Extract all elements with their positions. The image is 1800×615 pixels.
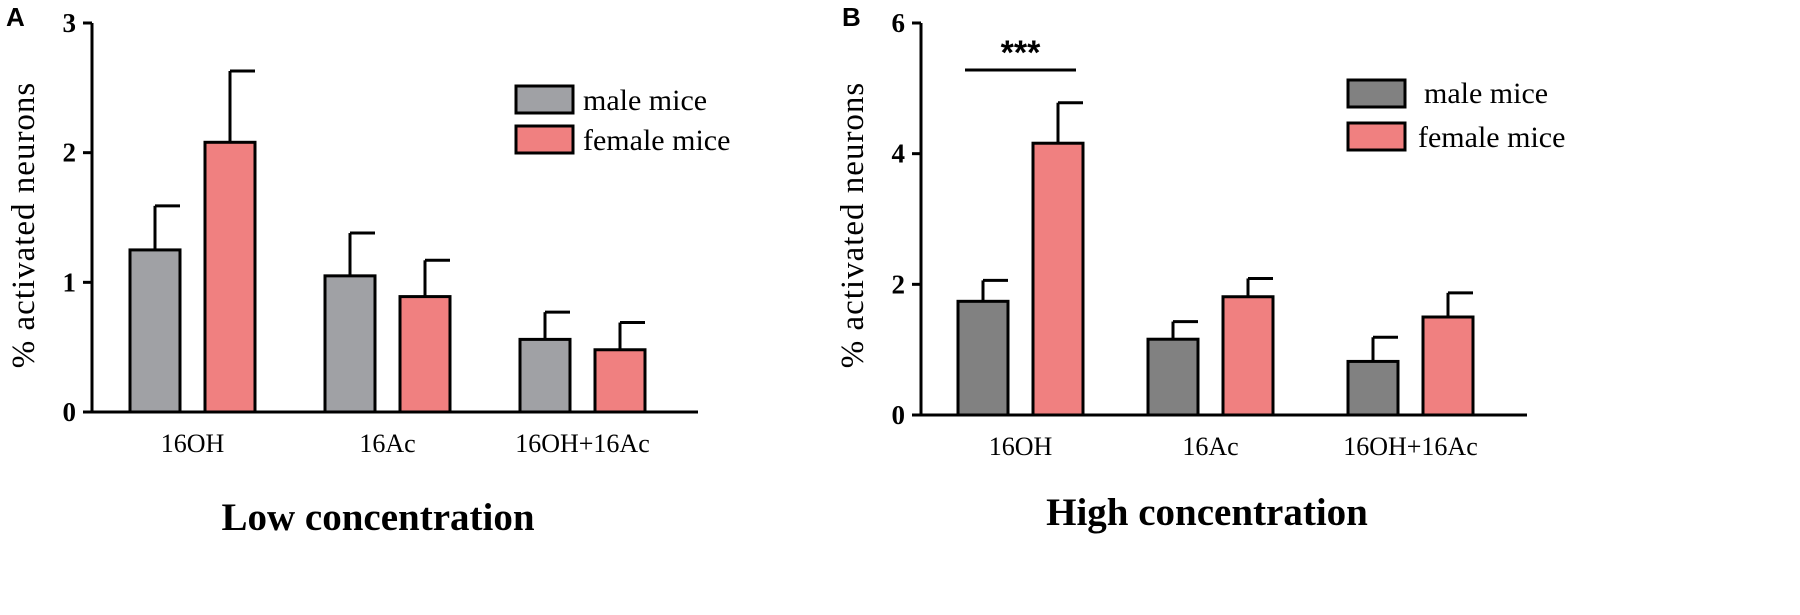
y-tick-label: 3: [63, 8, 77, 38]
legend: male mice female mice: [1346, 77, 1565, 154]
y-tick-label: 0: [63, 397, 77, 427]
bar-female: [203, 140, 257, 414]
bar-female: [1031, 141, 1085, 417]
legend-label-male: male mice: [583, 84, 707, 117]
y-tick-label: 2: [63, 138, 77, 168]
legend-swatch-male: [1346, 78, 1407, 109]
y-tick-label: 6: [892, 8, 906, 38]
bar-male: [518, 337, 572, 414]
bar-male: [956, 299, 1010, 417]
bar-male: [1346, 359, 1400, 417]
y-tick-label: 1: [63, 267, 77, 297]
y-axis-label: % activated neurons: [6, 82, 42, 369]
y-axis-label: % activated neurons: [835, 82, 871, 369]
x-tick-label: 16OH: [989, 432, 1053, 461]
y-tick-label: 0: [892, 400, 906, 430]
x-axis-title: Low concentration: [221, 496, 534, 539]
bar-male: [1146, 337, 1200, 417]
legend-label-female: female mice: [583, 124, 730, 157]
bar-female: [593, 348, 647, 414]
x-axis-title: High concentration: [1046, 491, 1368, 534]
x-tick-label: 16OH+16Ac: [515, 429, 650, 458]
panel-a: A % activated neurons Low concentration …: [6, 2, 730, 539]
legend-swatch-male: [514, 84, 575, 115]
bar-male: [323, 274, 377, 414]
x-tick-label: 16OH+16Ac: [1343, 432, 1478, 461]
y-tick-label: 4: [892, 139, 906, 169]
legend-swatch-female: [1346, 121, 1407, 152]
panel-letter: A: [6, 2, 25, 32]
legend-swatch-female: [514, 124, 575, 155]
bar-female: [1221, 295, 1275, 417]
y-tick-label: 2: [892, 269, 906, 299]
bar-female: [398, 295, 452, 414]
panel-b: B % activated neurons High concentration…: [835, 2, 1565, 534]
x-tick-label: 16OH: [161, 429, 225, 458]
legend: male mice female mice: [514, 84, 730, 157]
panel-letter: B: [842, 2, 861, 32]
bar-male: [128, 248, 182, 414]
legend-label-female: female mice: [1418, 121, 1565, 154]
legend-label-male: male mice: [1424, 77, 1548, 110]
bar-female: [1421, 315, 1475, 417]
significance-label: ***: [1001, 34, 1041, 72]
x-tick-label: 16Ac: [1182, 432, 1238, 461]
x-tick-label: 16Ac: [359, 429, 415, 458]
